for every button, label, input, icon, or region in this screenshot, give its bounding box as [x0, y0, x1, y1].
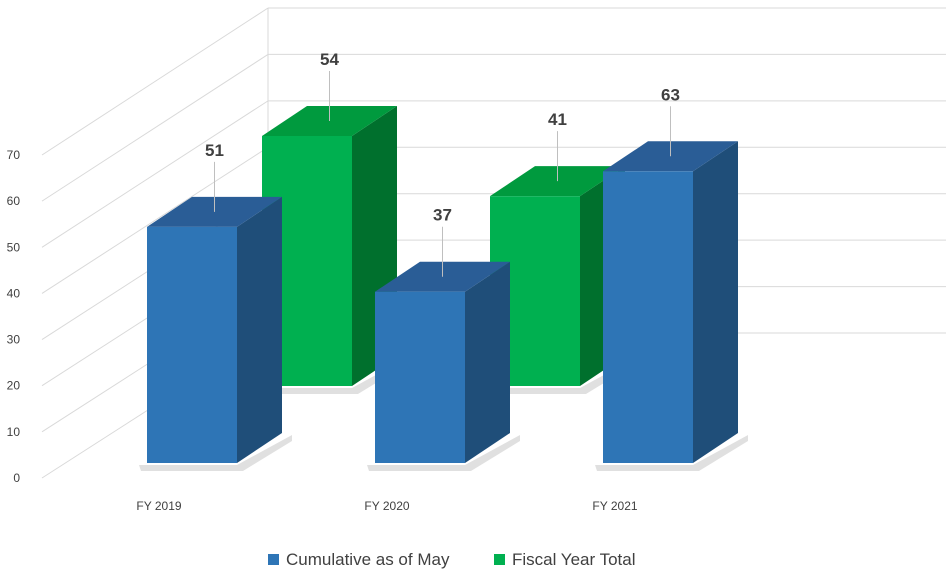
legend-label: Fiscal Year Total: [512, 550, 635, 569]
x-tick-label: FY 2019: [136, 499, 181, 513]
y-tick-label: 30: [7, 333, 21, 347]
bar-cumulative-as-of-may: 63: [595, 85, 748, 471]
y-axis: 0 10 20 30 40 50 60 70: [7, 148, 21, 485]
y-tick-label: 40: [7, 286, 21, 300]
bar-shadow: [595, 435, 748, 471]
data-label: 51: [205, 141, 224, 160]
gridline-side: [41, 146, 269, 294]
bar-side: [693, 141, 738, 463]
y-tick-label: 70: [7, 148, 21, 162]
x-axis: FY 2019 FY 2020 FY 2021: [136, 499, 637, 513]
y-tick-label: 0: [13, 471, 20, 485]
bar-front: [147, 226, 237, 463]
bar-front: [375, 291, 465, 463]
data-label: 63: [661, 85, 680, 104]
legend-item: Cumulative as of May: [268, 550, 450, 569]
x-tick-label: FY 2021: [592, 499, 637, 513]
legend-swatch: [494, 554, 505, 565]
bar-front: [603, 171, 693, 463]
data-label: 54: [320, 50, 339, 69]
data-label: 37: [433, 206, 452, 225]
bar-shadow: [139, 435, 292, 471]
legend-item: Fiscal Year Total: [494, 550, 635, 569]
y-tick-label: 10: [7, 425, 21, 439]
x-tick-label: FY 2020: [364, 499, 409, 513]
y-tick-label: 20: [7, 379, 21, 393]
gridline-side: [41, 54, 269, 202]
gridline-side: [41, 7, 269, 156]
legend-label: Cumulative as of May: [286, 550, 450, 569]
bar-shadow: [482, 358, 635, 394]
bar-shadow: [254, 358, 407, 394]
bar-cumulative-as-of-may: 37: [367, 206, 520, 471]
plot-area: 54 41 51 37 63: [139, 50, 748, 471]
bar-side: [237, 196, 282, 463]
bar-cumulative-as-of-may: 51: [139, 141, 292, 471]
y-tick-label: 50: [7, 240, 21, 254]
bar-side: [465, 261, 510, 463]
legend-swatch: [268, 554, 279, 565]
data-label: 41: [548, 110, 567, 129]
y-tick-label: 60: [7, 194, 21, 208]
gridline-side: [41, 100, 269, 248]
bar-shadow: [367, 435, 520, 471]
legend: Cumulative as of May Fiscal Year Total: [268, 550, 635, 569]
